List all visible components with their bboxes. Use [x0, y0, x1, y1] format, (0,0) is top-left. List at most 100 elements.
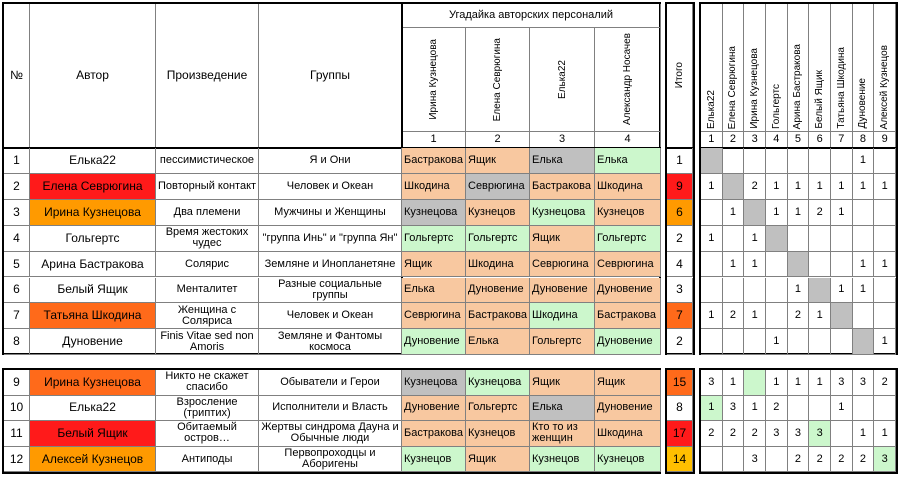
matrix-cell — [766, 148, 788, 174]
matrix-cell: 3 — [744, 446, 766, 473]
row-number: 8 — [4, 329, 30, 356]
matrix-author-name: Белый Ящик — [814, 70, 826, 129]
row-author: Татьяна Шкодина — [30, 303, 156, 330]
matrix-author-name: Татьяна Шкодина — [835, 47, 847, 129]
matrix-cell: 1 — [874, 173, 896, 200]
matrix-cell: 3 — [874, 446, 896, 473]
matrix-cell: 3 — [701, 370, 723, 396]
matrix-cell — [722, 446, 745, 473]
matrix-cell: 2 — [852, 446, 875, 473]
row-author: Алексей Кузнецов — [30, 446, 156, 473]
row-number: 5 — [4, 251, 30, 278]
matrix-cell: 1 — [701, 303, 723, 330]
row-total: 4 — [667, 251, 693, 278]
row-guess: Гольгертс — [595, 225, 661, 252]
matrix-cell: 1 — [766, 370, 788, 396]
row-guess: Дуновение — [595, 329, 661, 356]
row-guess: Кузнецов — [466, 421, 530, 447]
matrix-author-name: Елька22 — [705, 90, 717, 129]
matrix-cell — [701, 329, 723, 356]
row-guess: Кузнецов — [595, 199, 661, 226]
matrix-author-name: Гольгертс — [770, 84, 782, 129]
matrix-cell: 1 — [787, 370, 810, 396]
matrix-cell — [809, 277, 831, 304]
matrix-cell — [874, 225, 896, 252]
matrix-header-9: Алексей Кузнецов — [874, 4, 896, 132]
row-guess: Кузнецов — [466, 199, 530, 226]
header-guesser-2: Елена Севрюгина — [466, 28, 530, 132]
matrix-cell — [852, 303, 875, 330]
row-groups: Жертвы синдрома Дауна и Обычные люди — [259, 421, 402, 447]
matrix-cell — [809, 395, 831, 422]
row-guess: Кузнецов — [595, 446, 661, 473]
row-author: Ирина Кузнецова — [30, 199, 156, 226]
matrix-cell — [744, 199, 766, 226]
row-groups: Земляне и Фантомы космоса — [259, 329, 402, 356]
guesser-name: Ирина Кузнецова — [428, 39, 439, 120]
row-work: Взросление (триптих) — [156, 395, 259, 422]
matrix-cell: 1 — [852, 421, 875, 447]
row-work: Finis Vitae sed non Amoris — [156, 329, 259, 356]
matrix-cell — [852, 395, 875, 422]
row-work: Никто не скажет спасибо — [156, 370, 259, 396]
row-total: 15 — [667, 370, 693, 396]
row-work: Повторный контакт — [156, 173, 259, 200]
header-guess-title: Угадайка авторских персоналий — [402, 4, 661, 28]
matrix-cell: 1 — [874, 329, 896, 356]
row-total: 6 — [667, 199, 693, 226]
row-guess: Бастракова — [402, 421, 466, 447]
matrix-number: 3 — [744, 132, 766, 148]
matrix-header-3: Ирина Кузнецова — [744, 4, 766, 132]
row-guess: Елька — [530, 148, 595, 174]
matrix-cell — [787, 329, 810, 356]
matrix-cell: 1 — [701, 173, 723, 200]
header-author: Автор — [30, 4, 156, 148]
matrix-cell: 2 — [809, 446, 831, 473]
matrix-cell — [766, 446, 788, 473]
row-groups: Первопроходцы и Аборигены — [259, 446, 402, 473]
matrix-cell: 3 — [787, 421, 810, 447]
matrix-cell: 1 — [701, 395, 723, 422]
matrix-cell — [744, 329, 766, 356]
matrix-header-7: Татьяна Шкодина — [831, 4, 853, 132]
matrix-header-1: Елька22 — [701, 4, 723, 132]
matrix-author-name: Арина Бастракова — [792, 43, 804, 129]
matrix-header-8: Дуновение — [852, 4, 875, 132]
matrix-header-6: Белый Ящик — [809, 4, 831, 132]
matrix-cell: 2 — [744, 421, 766, 447]
matrix-cell — [831, 303, 853, 330]
matrix-cell: 1 — [831, 395, 853, 422]
matrix-cell — [874, 395, 896, 422]
matrix-cell: 1 — [722, 251, 745, 278]
row-guess: Шкодина — [402, 173, 466, 200]
matrix-cell — [722, 173, 745, 200]
matrix-cell — [722, 329, 745, 356]
matrix-cell: 3 — [809, 421, 831, 447]
row-total: 3 — [667, 277, 693, 304]
row-author: Елька22 — [30, 395, 156, 422]
matrix-cell — [766, 277, 788, 304]
matrix-cell — [874, 277, 896, 304]
row-work: Антиподы — [156, 446, 259, 473]
cross-matrix: Елька22 1 Елена Севрюгина 2 Ирина Кузнецова 3… — [699, 2, 898, 356]
row-guess: Ящик — [530, 370, 595, 396]
row-guess: Кузнецова — [466, 370, 530, 396]
matrix-cell: 1 — [874, 251, 896, 278]
row-guess: Шкодина — [466, 251, 530, 278]
matrix-cell: 1 — [722, 370, 745, 396]
matrix-cell — [809, 148, 831, 174]
row-guess: Гольгертс — [466, 395, 530, 422]
row-guess: Шкодина — [595, 421, 661, 447]
matrix-cell: 1 — [744, 395, 766, 422]
row-guess: Бастракова — [595, 303, 661, 330]
row-guess: Ящик — [466, 148, 530, 174]
header-total: Итого — [667, 4, 693, 148]
guesser-name: Елена Севрюгина — [492, 37, 503, 122]
row-author: Арина Бастракова — [30, 251, 156, 278]
participants-table-round2: 9 Ирина Кузнецова Никто не скажет спасибо О… — [2, 368, 661, 474]
matrix-number: 5 — [787, 132, 810, 148]
matrix-number: 7 — [831, 132, 853, 148]
matrix-cell — [874, 303, 896, 330]
row-guess: Бастракова — [530, 173, 595, 200]
matrix-cell — [701, 446, 723, 473]
